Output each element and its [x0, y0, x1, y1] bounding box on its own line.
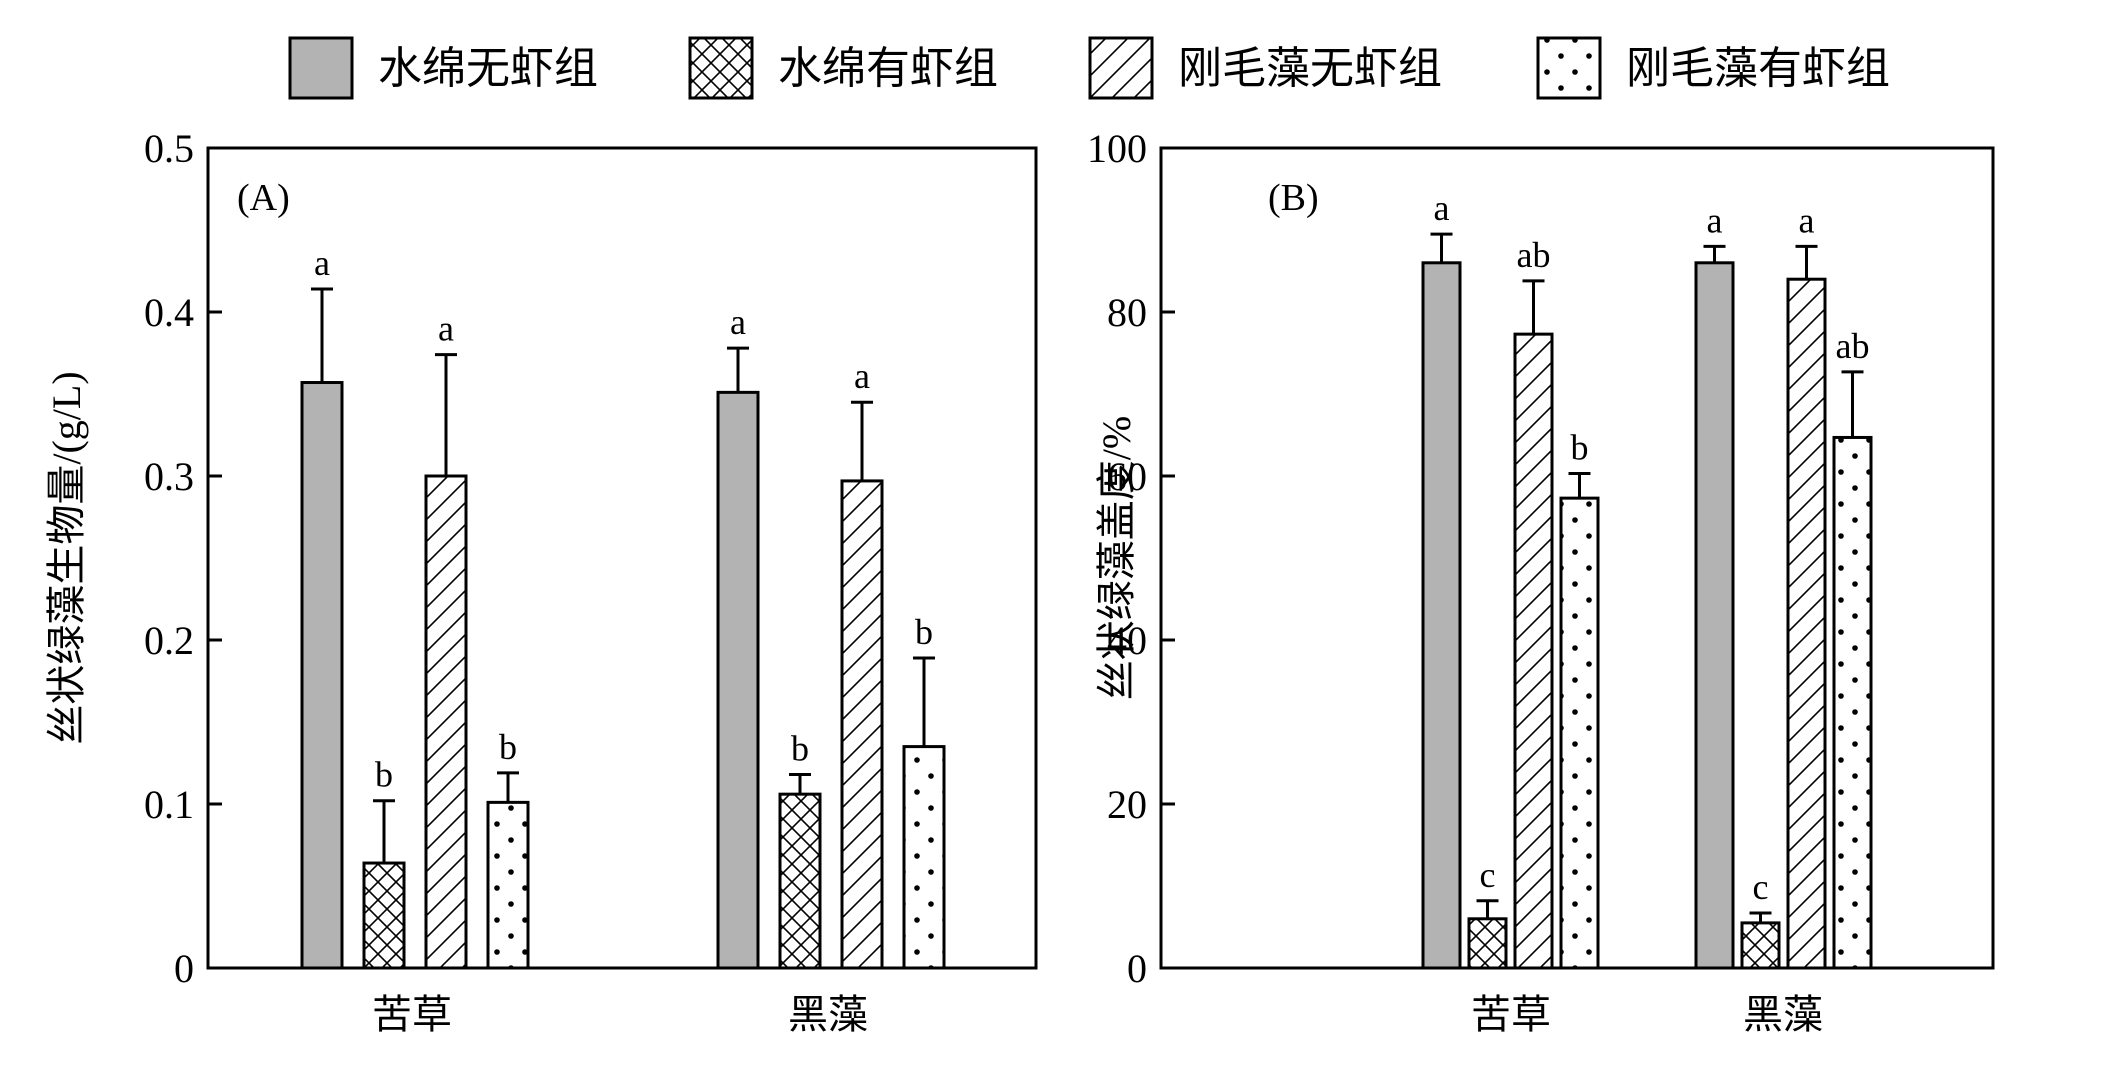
- bar: [1559, 496, 1600, 970]
- significance-label: c: [1753, 867, 1769, 907]
- panel-label: (A): [237, 177, 290, 219]
- legend-item-spirogyra-shrimp: 水绵有虾组: [688, 36, 998, 100]
- legend-item-spirogyra-no-shrimp: 水绵无虾组: [288, 36, 598, 100]
- significance-label: b: [791, 728, 809, 768]
- bar: [1740, 921, 1781, 970]
- legend-swatch-dots: [1536, 36, 1602, 100]
- legend-label: 刚毛藻无虾组: [1178, 44, 1442, 93]
- significance-label: a: [730, 302, 746, 342]
- bar: [486, 800, 530, 970]
- legend-item-cladophora-shrimp: 刚毛藻有虾组: [1536, 36, 1890, 100]
- y-tick-label: 80: [1107, 290, 1147, 335]
- panel-label: (B): [1268, 177, 1319, 219]
- legend-swatch-solid: [288, 36, 354, 100]
- bar: [1786, 277, 1827, 970]
- panel-a-biomass-chart: 0 0.1 0.2 0.3 0.4 0.5 丝状绿藻生物量/(g/L) (A) 苦草 黑藻 a a b b…: [44, 126, 1038, 1037]
- legend-swatch-diagonal: [1088, 36, 1154, 100]
- bar: [424, 474, 468, 970]
- bar: [778, 792, 822, 970]
- significance-label: a: [854, 356, 870, 396]
- y-tick-label: 0.1: [144, 782, 194, 827]
- y-tick-label: 0.2: [144, 618, 194, 663]
- y-tick-label: 0.4: [144, 290, 194, 335]
- chart-legend: 水绵无虾组 水绵有虾组 刚毛藻无虾组 刚毛藻有虾组: [288, 36, 1890, 100]
- bar: [840, 479, 884, 970]
- x-category-label: 苦草: [372, 992, 452, 1037]
- significance-label: ab: [1517, 235, 1551, 275]
- significance-label: a: [1434, 188, 1450, 228]
- bar: [300, 381, 344, 970]
- bar: [1421, 261, 1462, 970]
- significance-label: a: [1799, 200, 1815, 240]
- bar: [716, 390, 760, 970]
- significance-label: a: [314, 243, 330, 283]
- y-tick-label: 0: [1127, 946, 1147, 991]
- bar: [1513, 332, 1554, 970]
- significance-label: b: [915, 612, 933, 652]
- significance-label: a: [438, 309, 454, 349]
- significance-label: c: [1480, 855, 1496, 895]
- legend-item-cladophora-no-shrimp: 刚毛藻无虾组: [1088, 36, 1442, 100]
- significance-label: b: [1571, 428, 1589, 468]
- bar: [902, 745, 946, 970]
- bar: [362, 861, 406, 970]
- y-tick-label: 100: [1087, 126, 1147, 171]
- y-tick-label: 0.5: [144, 126, 194, 171]
- y-tick-label: 0.3: [144, 454, 194, 499]
- legend-label: 水绵有虾组: [778, 44, 998, 93]
- x-category-label: 黑藻: [788, 992, 868, 1037]
- bar: [1467, 917, 1508, 970]
- bar: [1694, 261, 1735, 970]
- x-category-label: 黑藻: [1743, 992, 1823, 1037]
- significance-label: a: [1707, 200, 1723, 240]
- legend-label: 刚毛藻有虾组: [1626, 44, 1890, 93]
- y-axis-title: 丝状绿藻生物量/(g/L): [44, 371, 89, 744]
- y-axis-title: 丝状绿藻盖度/%: [1094, 416, 1139, 700]
- bar: [1832, 435, 1873, 970]
- legend-swatch-crosshatch: [688, 36, 754, 100]
- y-tick-label: 20: [1107, 782, 1147, 827]
- significance-label: b: [499, 727, 517, 767]
- significance-label: b: [375, 755, 393, 795]
- y-tick-label: 40: [1107, 618, 1147, 663]
- legend-label: 水绵无虾组: [378, 44, 598, 93]
- x-category-label: 苦草: [1471, 992, 1551, 1037]
- plot-frame: [206, 146, 1038, 970]
- y-tick-label: 60: [1107, 454, 1147, 499]
- y-tick-label: 0: [174, 946, 194, 991]
- significance-label: ab: [1836, 326, 1870, 366]
